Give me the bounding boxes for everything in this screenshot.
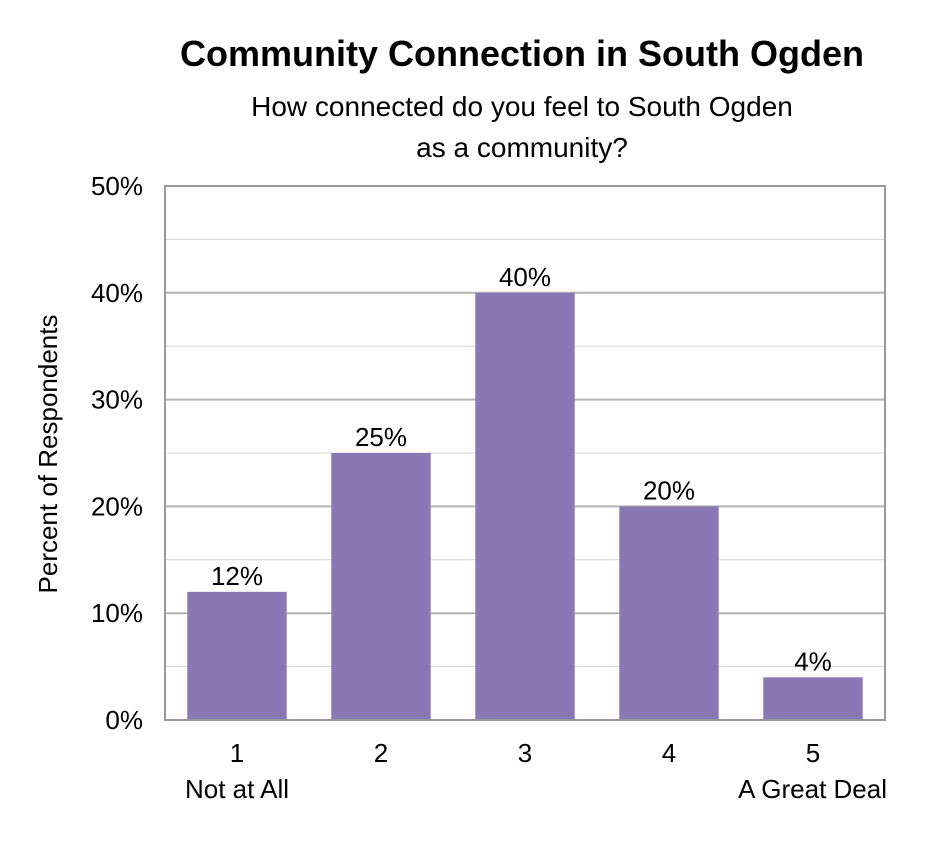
bar [187, 591, 287, 720]
bar [763, 677, 863, 720]
y-tick-label: 0% [105, 705, 143, 735]
x-tick-sublabel: Not at All [185, 774, 289, 804]
data-label: 4% [794, 646, 832, 676]
y-tick-label: 20% [91, 491, 143, 521]
chart-subtitle-line-2: as a community? [416, 132, 628, 163]
data-label: 12% [211, 561, 263, 591]
x-tick-label: 1 [230, 738, 244, 768]
chart-subtitle-line-1: How connected do you feel to South Ogden [251, 91, 793, 122]
data-label: 20% [643, 475, 695, 505]
bar [619, 506, 719, 720]
y-axis-label: Percent of Respondents [33, 315, 63, 594]
x-tick-label: 2 [374, 738, 388, 768]
bar [475, 292, 575, 720]
plot-area-border [164, 185, 886, 721]
y-tick-label: 50% [91, 171, 143, 201]
data-label: 40% [499, 262, 551, 292]
y-tick-label: 40% [91, 278, 143, 308]
y-tick-label: 10% [91, 598, 143, 628]
bar [331, 453, 431, 720]
x-tick-label: 4 [662, 738, 676, 768]
data-label: 25% [355, 422, 407, 452]
bars [187, 292, 863, 720]
x-tick-label: 3 [518, 738, 532, 768]
y-tick-label: 30% [91, 385, 143, 415]
x-tick-label: 5 [806, 738, 820, 768]
x-tick-sublabel: A Great Deal [738, 774, 887, 804]
data-labels: 12% 25% 40% 20% 4% [211, 262, 832, 676]
chart-title: Community Connection in South Ogden [180, 33, 864, 74]
axes: 0% 10% 20% 30% 40% 50% 1 Not at All 2 3 4 5 A Great … [91, 171, 887, 804]
